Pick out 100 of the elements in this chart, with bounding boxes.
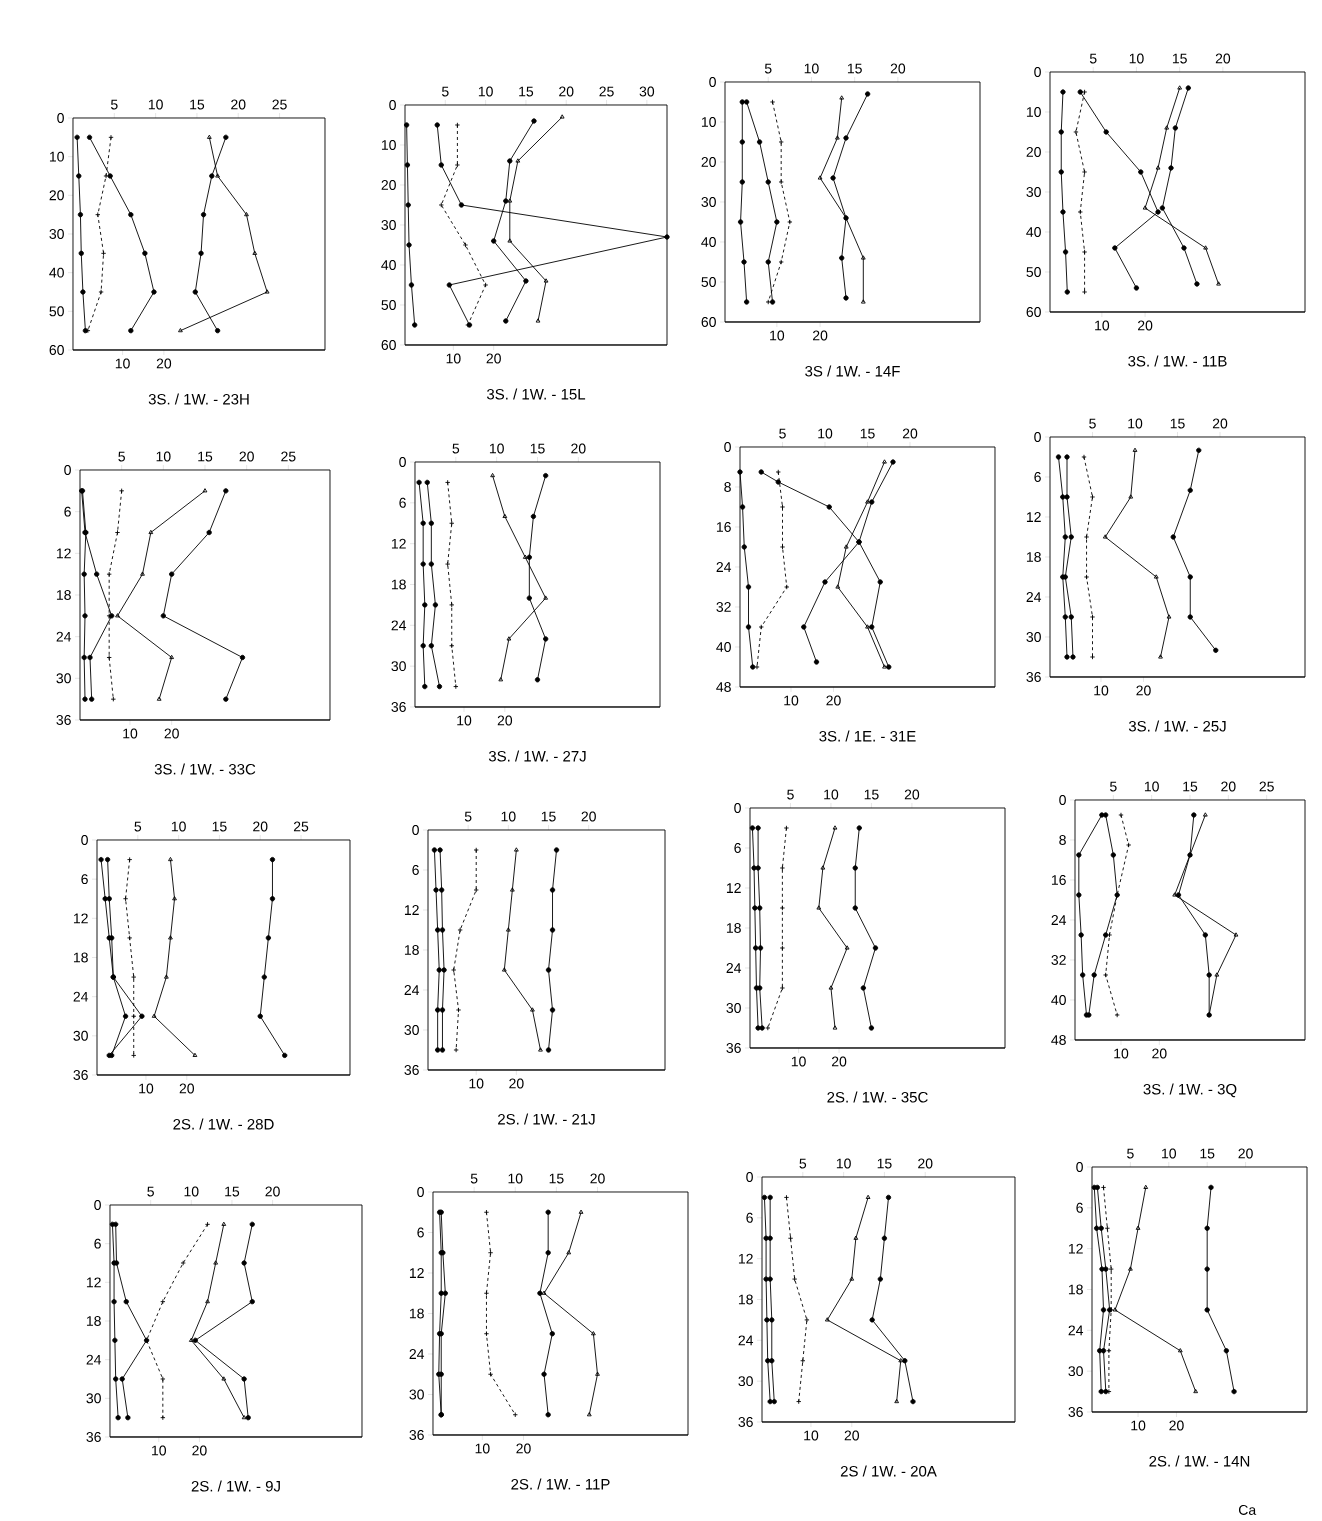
- y-tick-label: 18: [404, 945, 419, 955]
- x2-tick-label: 5: [787, 789, 794, 800]
- y-tick-label: 18: [726, 923, 741, 933]
- y-tick-label: 50: [1026, 267, 1041, 277]
- y-tick-label: 0: [1034, 67, 1041, 77]
- y-tick-label: 30: [701, 197, 716, 207]
- y-tick-label: 10: [701, 117, 716, 127]
- y-tick-label: 16: [716, 522, 731, 532]
- y-tick-label: 20: [701, 157, 716, 167]
- y-tick-label: 0: [724, 442, 731, 452]
- y-tick-label: 6: [734, 843, 741, 853]
- x2-tick-label: 25: [281, 451, 296, 462]
- y-tick-label: 36: [738, 1417, 753, 1427]
- y-tick-label: 18: [56, 590, 71, 600]
- x2-tick-label: 20: [918, 1158, 933, 1169]
- x2-tick-label: 10: [1144, 781, 1159, 792]
- y-tick-label: 12: [391, 538, 406, 549]
- y-tick-label: 6: [746, 1212, 753, 1223]
- y-tick-label: 0: [81, 835, 88, 845]
- x2-tick-label: 10: [836, 1158, 851, 1169]
- x2-tick-label: 5: [118, 451, 125, 462]
- x2-tick-label: 20: [559, 86, 574, 97]
- y-tick-label: 40: [716, 642, 731, 652]
- x2-tick-label: 15: [530, 443, 545, 454]
- y-tick-label: 20: [49, 190, 64, 201]
- text: Ca: [1238, 1505, 1257, 1515]
- y-tick-label: 12: [86, 1277, 101, 1288]
- y-tick-label: 8: [1059, 835, 1066, 845]
- y-tick-label: 50: [49, 306, 64, 317]
- y-tick-label: 12: [1026, 512, 1041, 522]
- x2-tick-label: 5: [1089, 53, 1097, 64]
- y-tick-label: 24: [391, 620, 407, 631]
- text: 2S / 1W. - 20A: [840, 1465, 937, 1477]
- x2-tick-label: 5: [147, 1186, 154, 1197]
- x2-tick-label: 15: [212, 821, 227, 832]
- y-tick-label: 18: [391, 579, 406, 590]
- y-tick-label: 0: [746, 1172, 753, 1182]
- text: 3S. / 1W. - 23H: [148, 393, 249, 405]
- y-tick-label: 30: [738, 1376, 753, 1387]
- x2-tick-label: 5: [464, 811, 472, 822]
- y-tick-label: 10: [1026, 107, 1041, 117]
- x-tick-label: 10: [115, 358, 130, 369]
- y-tick-label: 30: [1026, 632, 1041, 642]
- x2-tick-label: 10: [489, 443, 504, 454]
- x-tick-label: 20: [486, 353, 501, 364]
- y-tick-label: 18: [73, 952, 88, 963]
- text: 2S. / 1W. - 11P: [511, 1478, 610, 1490]
- x-tick-label: 20: [179, 1083, 195, 1094]
- y-tick-label: 8: [724, 482, 731, 492]
- y-tick-label: 30: [726, 1003, 741, 1013]
- y-tick-label: 24: [409, 1349, 425, 1359]
- y-tick-label: 24: [1051, 915, 1067, 925]
- y-tick-label: 30: [391, 661, 406, 672]
- x2-tick-label: 5: [1110, 781, 1117, 792]
- x2-tick-label: 20: [265, 1186, 280, 1197]
- x2-tick-label: 10: [501, 811, 516, 822]
- x2-tick-label: 5: [1127, 1148, 1134, 1159]
- y-tick-label: 60: [381, 340, 396, 350]
- y-tick-label: 0: [389, 100, 396, 110]
- y-tick-label: 18: [1026, 552, 1041, 562]
- y-tick-label: 36: [1026, 672, 1041, 682]
- y-tick-label: 18: [738, 1294, 753, 1305]
- x2-tick-label: 15: [1200, 1148, 1215, 1159]
- x2-tick-label: 10: [184, 1186, 199, 1197]
- y-tick-label: 0: [64, 465, 71, 475]
- x2-tick-label: 20: [902, 428, 918, 439]
- x2-tick-label: 15: [225, 1186, 240, 1197]
- x2-tick-label: 20: [590, 1173, 605, 1184]
- y-tick-label: 6: [1076, 1202, 1083, 1213]
- x-tick-label: 10: [446, 353, 461, 364]
- x-tick-label: 10: [152, 1445, 167, 1456]
- x2-tick-label: 10: [818, 428, 833, 439]
- x2-tick-label: 20: [890, 63, 906, 74]
- x2-tick-label: 15: [190, 99, 205, 110]
- x2-tick-label: 15: [549, 1173, 564, 1184]
- x2-tick-label: 15: [519, 86, 534, 97]
- y-tick-label: 40: [49, 267, 64, 278]
- x2-tick-label: 25: [599, 86, 614, 97]
- y-tick-label: 0: [1059, 795, 1066, 805]
- x2-tick-label: 15: [864, 789, 879, 800]
- y-tick-label: 12: [1068, 1243, 1083, 1254]
- y-tick-label: 0: [1076, 1162, 1083, 1172]
- y-tick-label: 32: [716, 602, 731, 612]
- x2-tick-label: 15: [1183, 781, 1198, 792]
- y-tick-label: 30: [1026, 187, 1041, 197]
- y-tick-label: 10: [381, 140, 396, 150]
- y-tick-label: 60: [1026, 307, 1041, 317]
- y-tick-label: 24: [738, 1335, 754, 1346]
- y-tick-label: 40: [1026, 227, 1041, 237]
- y-tick-label: 0: [412, 825, 419, 835]
- y-tick-label: 12: [73, 913, 88, 924]
- y-tick-label: 18: [1068, 1284, 1083, 1295]
- y-tick-label: 30: [1068, 1366, 1083, 1377]
- y-tick-label: 12: [409, 1268, 424, 1278]
- y-tick-label: 6: [412, 865, 419, 875]
- x-tick-label: 10: [475, 1443, 490, 1454]
- x2-tick-label: 20: [581, 811, 596, 822]
- x2-tick-label: 15: [541, 811, 556, 822]
- y-tick-label: 0: [399, 457, 406, 467]
- x2-tick-label: 20: [1212, 418, 1228, 429]
